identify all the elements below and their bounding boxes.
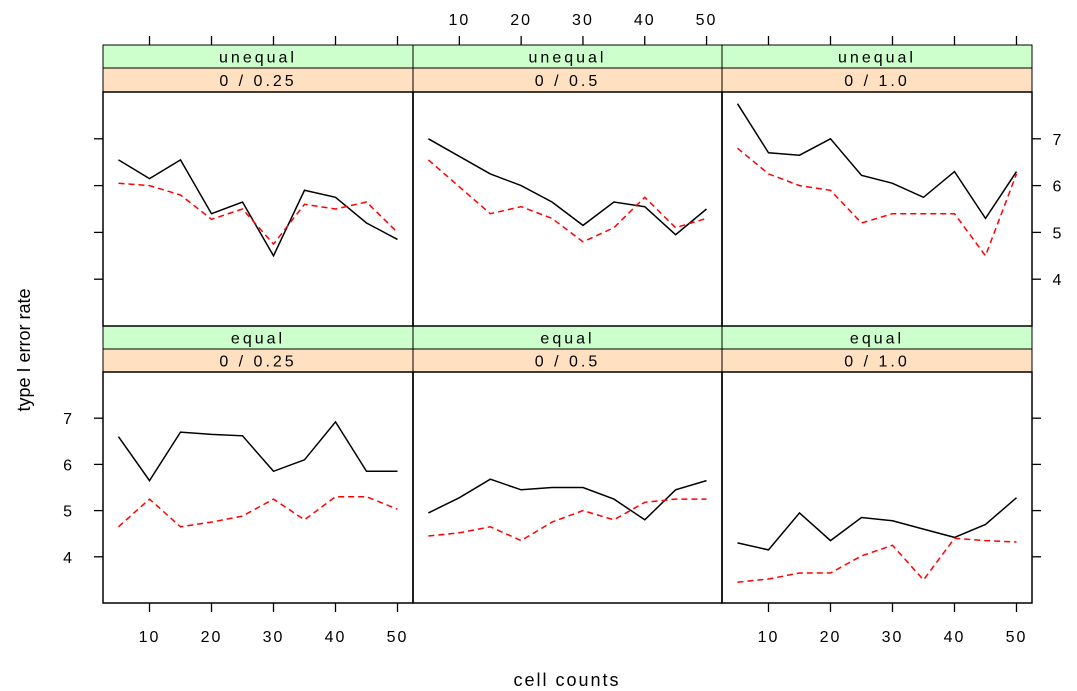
dashed-series-line [428,498,707,542]
x-tick-label: 30 [263,629,285,646]
dashed-series-line [427,159,707,243]
solid-series-line [117,420,398,482]
x-tick-label: 40 [634,12,656,29]
strip-label-top: unequal [219,50,297,67]
y-tick-label: 5 [1053,225,1064,242]
strip-label-bottom: 0 / 0.25 [219,73,296,90]
solid-series-line [736,103,1018,220]
strip-label-top: equal [540,331,594,348]
x-tick-label: 50 [696,12,718,29]
x-tick-label: 40 [944,629,966,646]
strip-label-bottom: 0 / 0.25 [219,354,296,371]
x-tick-label: 10 [139,629,161,646]
strip-label-top: unequal [838,50,916,67]
dashed-series-line [118,495,398,528]
solid-series-line [737,497,1017,551]
panel: equal 0 / 0.25 [102,325,414,604]
dashed-series-line [737,147,1018,258]
panel-frame [102,371,414,604]
strip-bottom [721,67,1033,93]
strip-label-bottom: 0 / 1.0 [844,354,909,371]
y-tick-label: 4 [1053,272,1064,289]
panel-frame [721,371,1033,604]
strip-bottom [102,67,414,93]
strip-label-bottom: 0 / 0.5 [535,354,600,371]
y-tick-label: 7 [1053,132,1064,149]
y-tick-label: 6 [1053,179,1064,196]
x-tick-label: 20 [820,629,842,646]
dashed-series-line [118,182,399,246]
x-tick-label: 50 [387,629,409,646]
x-axis-title: cell counts [513,670,620,690]
panel-frame [102,91,414,327]
x-tick-label: 20 [510,12,532,29]
x-tick-label: 50 [1006,629,1028,646]
solid-series-line [428,138,707,236]
strip-label-bottom: 0 / 0.5 [535,73,600,90]
strip-label-bottom: 0 / 1.0 [844,73,909,90]
x-tick-label: 10 [758,629,780,646]
strip-bottom [412,67,723,93]
panel: unequal 0 / 0.5 [412,44,723,327]
panel: equal 0 / 1.0 [721,325,1033,604]
panel: unequal 0 / 1.0 [721,44,1033,327]
y-tick-label: 6 [63,457,74,474]
x-tick-label: 30 [882,629,904,646]
panel-frame [412,91,723,327]
x-tick-label: 20 [201,629,223,646]
solid-series-line [428,478,707,521]
solid-series-line [118,158,398,258]
dashed-series-line [737,537,1017,583]
x-tick-label: 30 [572,12,594,29]
axes-layer: 10 20 30 40 50 10 20 30 40 50 10 20 30 40 50 4 5 6 7 4 5 6 7 [63,12,1064,646]
panel: unequal 0 / 0.25 [102,44,414,327]
x-tick-label: 40 [325,629,347,646]
y-axis-title: type I error rate [14,288,34,411]
y-tick-label: 7 [63,411,74,428]
strip-label-top: equal [231,331,285,348]
y-tick-label: 4 [63,550,74,567]
strip-label-top: unequal [529,50,607,67]
panel: equal 0 / 0.5 [412,325,723,604]
panel-frame [721,91,1033,327]
strip-label-top: equal [850,331,904,348]
x-tick-label: 10 [448,12,470,29]
y-tick-label: 5 [63,504,74,521]
